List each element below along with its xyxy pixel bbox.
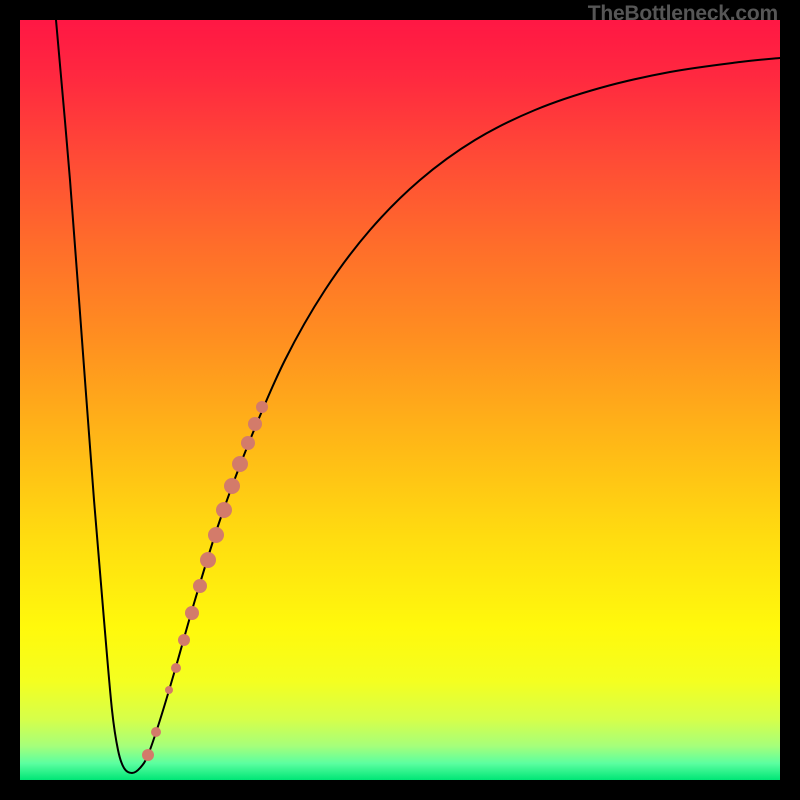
marker-group <box>142 401 268 761</box>
marker-point <box>200 552 216 568</box>
marker-point <box>193 579 207 593</box>
curve-layer <box>20 20 780 780</box>
marker-point <box>216 502 232 518</box>
marker-point <box>178 634 190 646</box>
marker-point <box>165 686 173 694</box>
marker-point <box>248 417 262 431</box>
marker-point <box>151 727 161 737</box>
watermark-text: TheBottleneck.com <box>588 2 778 26</box>
marker-point <box>224 478 240 494</box>
marker-point <box>185 606 199 620</box>
marker-point <box>241 436 255 450</box>
marker-point <box>171 663 181 673</box>
chart-container: TheBottleneck.com <box>0 0 800 800</box>
marker-point <box>232 456 248 472</box>
marker-point <box>208 527 224 543</box>
bottleneck-curve <box>56 20 780 773</box>
plot-area <box>20 20 780 780</box>
marker-point <box>256 401 268 413</box>
marker-point <box>142 749 154 761</box>
